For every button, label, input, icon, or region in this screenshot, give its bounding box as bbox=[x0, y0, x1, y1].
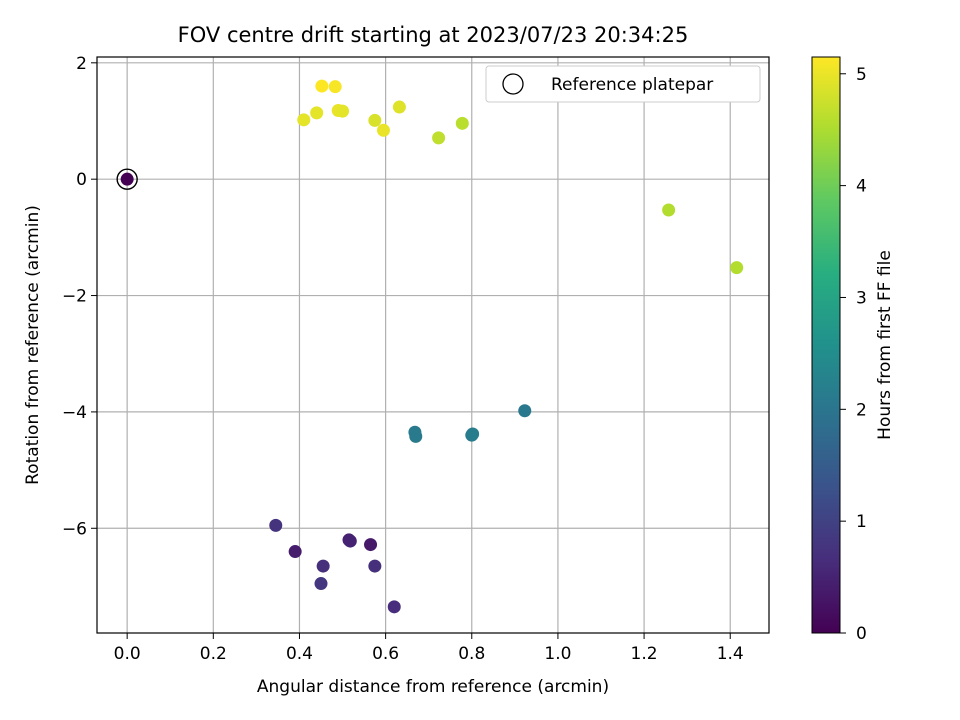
x-tick-label: 0.6 bbox=[372, 644, 399, 664]
data-point bbox=[364, 538, 378, 552]
data-point bbox=[466, 427, 480, 441]
colorbar-label: Hours from first FF file bbox=[875, 250, 895, 440]
data-point bbox=[368, 113, 382, 127]
y-axis-label: Rotation from reference (arcmin) bbox=[23, 205, 43, 485]
colorbar-gradient bbox=[811, 56, 841, 634]
data-point bbox=[336, 104, 350, 118]
data-point bbox=[409, 429, 423, 443]
colorbar-tick-label: 2 bbox=[856, 400, 867, 420]
data-point bbox=[455, 116, 469, 130]
data-point bbox=[310, 106, 324, 120]
y-tick-label: −4 bbox=[62, 403, 87, 423]
colorbar-tick-label: 3 bbox=[856, 288, 867, 308]
data-point bbox=[662, 203, 676, 217]
data-point bbox=[392, 100, 406, 114]
data-point bbox=[387, 600, 401, 614]
data-point bbox=[368, 559, 382, 573]
y-tick-label: 0 bbox=[76, 170, 87, 190]
data-point bbox=[316, 559, 330, 573]
colorbar-tick-label: 4 bbox=[856, 177, 867, 197]
y-axis-ticks: 2 0 −2 −4 −6 bbox=[62, 54, 97, 539]
data-point bbox=[328, 80, 342, 94]
y-tick-label: 2 bbox=[76, 54, 87, 74]
chart-title: FOV centre drift starting at 2023/07/23 … bbox=[178, 23, 689, 47]
legend: Reference platepar bbox=[485, 65, 761, 103]
x-tick-label: 1.0 bbox=[544, 644, 571, 664]
data-point bbox=[269, 518, 283, 532]
scatter-points bbox=[120, 79, 744, 614]
y-tick-label: −2 bbox=[62, 287, 87, 307]
data-point bbox=[120, 172, 134, 186]
reference-point bbox=[116, 168, 138, 190]
reference-marker bbox=[116, 168, 138, 190]
x-tick-label: 0.8 bbox=[458, 644, 485, 664]
data-point bbox=[518, 404, 532, 418]
data-point bbox=[297, 113, 311, 127]
data-point bbox=[343, 534, 357, 548]
x-axis-label: Angular distance from reference (arcmin) bbox=[257, 677, 609, 697]
x-tick-label: 0.4 bbox=[286, 644, 313, 664]
legend-box bbox=[485, 65, 761, 103]
colorbar: 0 1 2 3 4 5 Hours from first FF file bbox=[811, 56, 895, 644]
colorbar-tick-label: 0 bbox=[856, 624, 867, 644]
data-point bbox=[315, 79, 329, 93]
legend-entry-reference: Reference platepar bbox=[551, 75, 713, 95]
data-point bbox=[730, 261, 744, 275]
legend-marker-icon bbox=[502, 73, 524, 95]
plot-frame bbox=[96, 56, 770, 634]
x-tick-label: 0.0 bbox=[114, 644, 141, 664]
data-point bbox=[288, 545, 302, 559]
x-tick-label: 1.4 bbox=[717, 644, 744, 664]
x-tick-label: 1.2 bbox=[631, 644, 658, 664]
data-point bbox=[376, 123, 390, 137]
x-axis-ticks: 0.0 0.2 0.4 0.6 0.8 1.0 1.2 1.4 bbox=[114, 633, 744, 664]
y-tick-label: −6 bbox=[62, 519, 87, 539]
data-point bbox=[314, 577, 328, 591]
data-point bbox=[432, 131, 446, 145]
grid bbox=[97, 57, 769, 633]
colorbar-tick-label: 5 bbox=[856, 65, 867, 85]
colorbar-tick-label: 1 bbox=[856, 512, 867, 532]
colorbar-ticks: 0 1 2 3 4 5 bbox=[840, 65, 867, 644]
x-tick-label: 0.2 bbox=[200, 644, 227, 664]
